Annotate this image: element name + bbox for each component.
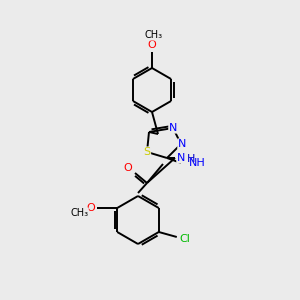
- Text: N: N: [177, 153, 185, 163]
- Text: H: H: [187, 154, 195, 164]
- Text: NH: NH: [189, 158, 206, 168]
- Text: CH₃: CH₃: [145, 30, 163, 40]
- Text: O: O: [87, 203, 96, 213]
- Text: S: S: [143, 147, 151, 157]
- Text: O: O: [124, 163, 132, 173]
- Text: CH₃: CH₃: [70, 208, 88, 218]
- Text: Cl: Cl: [179, 234, 190, 244]
- Text: O: O: [148, 40, 156, 50]
- Text: N: N: [169, 123, 177, 133]
- Text: N: N: [178, 139, 186, 149]
